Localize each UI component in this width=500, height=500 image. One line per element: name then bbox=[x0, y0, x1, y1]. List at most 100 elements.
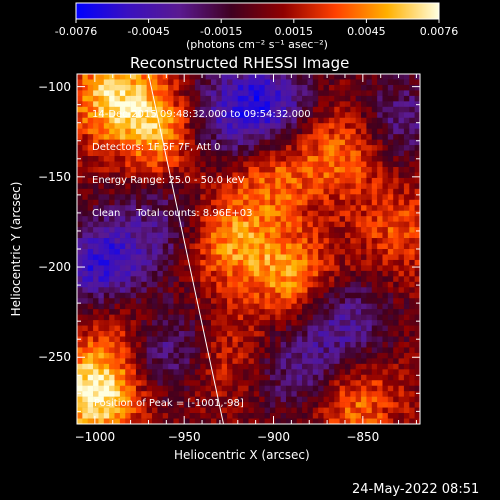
heatmap-cell bbox=[291, 265, 298, 272]
heatmap-cell bbox=[243, 216, 249, 222]
heatmap-cell bbox=[264, 254, 271, 261]
heatmap-cell bbox=[328, 303, 335, 310]
heatmap-cell bbox=[302, 139, 308, 146]
heatmap-cell bbox=[269, 183, 276, 190]
heatmap-cell bbox=[194, 341, 201, 348]
heatmap-cell bbox=[119, 292, 126, 299]
heatmap-cell bbox=[93, 358, 99, 365]
heatmap-cell bbox=[296, 232, 303, 239]
heatmap-cell bbox=[350, 95, 356, 102]
heatmap-cell bbox=[403, 358, 410, 365]
heatmap-cell bbox=[350, 101, 356, 108]
heatmap-cell bbox=[114, 227, 121, 233]
heatmap-cell bbox=[184, 221, 190, 228]
heatmap-cell bbox=[130, 183, 137, 190]
heatmap-cell bbox=[280, 331, 287, 337]
heatmap-cell bbox=[205, 369, 212, 376]
heatmap-cell bbox=[184, 309, 190, 315]
heatmap-cell bbox=[286, 227, 292, 233]
heatmap-cell bbox=[152, 385, 158, 392]
heatmap-cell bbox=[205, 205, 212, 212]
heatmap-cell bbox=[119, 369, 126, 376]
heatmap-cell bbox=[243, 331, 249, 337]
chart-title: Reconstructed RHESSI Image bbox=[130, 54, 350, 72]
heatmap-cell bbox=[109, 123, 115, 129]
heatmap-cell bbox=[109, 407, 115, 414]
heatmap-cell bbox=[189, 172, 196, 179]
heatmap-cell bbox=[259, 79, 265, 86]
heatmap-cell bbox=[339, 292, 346, 299]
heatmap-cell bbox=[318, 199, 324, 206]
heatmap-cell bbox=[248, 303, 255, 310]
heatmap-cell bbox=[371, 199, 378, 206]
heatmap-cell bbox=[221, 150, 228, 157]
heatmap-cell bbox=[216, 396, 222, 403]
heatmap-cell bbox=[344, 112, 351, 119]
heatmap-cell bbox=[269, 199, 276, 206]
heatmap-cell bbox=[168, 402, 174, 408]
heatmap-cell bbox=[152, 232, 158, 239]
heatmap-cell bbox=[130, 303, 137, 310]
heatmap-cell bbox=[168, 369, 174, 376]
heatmap-cell bbox=[125, 402, 131, 408]
heatmap-cell bbox=[232, 90, 239, 97]
heatmap-cell bbox=[194, 161, 201, 168]
heatmap-cell bbox=[103, 249, 110, 255]
heatmap-cell bbox=[109, 238, 115, 244]
heatmap-cell bbox=[248, 90, 255, 97]
heatmap-cell bbox=[312, 134, 319, 140]
heatmap-cell bbox=[259, 199, 265, 206]
heatmap-cell bbox=[355, 292, 362, 299]
heatmap-cell bbox=[323, 320, 330, 326]
heatmap-cell bbox=[205, 183, 212, 190]
heatmap-cell bbox=[194, 358, 201, 365]
heatmap-cell bbox=[119, 276, 126, 283]
heatmap-cell bbox=[146, 331, 153, 337]
heatmap-cell bbox=[194, 369, 201, 376]
heatmap-cell bbox=[98, 177, 105, 184]
heatmap-cell bbox=[387, 341, 394, 348]
heatmap-cell bbox=[248, 385, 255, 392]
heatmap-cell bbox=[318, 177, 324, 184]
heatmap-cell bbox=[210, 232, 217, 239]
heatmap-cell bbox=[393, 276, 399, 283]
heatmap-cell bbox=[286, 385, 292, 392]
heatmap-cell bbox=[168, 117, 174, 124]
heatmap-cell bbox=[135, 325, 142, 332]
heatmap-cell bbox=[366, 352, 373, 359]
heatmap-cell bbox=[328, 177, 335, 184]
heatmap-cell bbox=[157, 150, 164, 157]
heatmap-cell bbox=[344, 194, 351, 201]
heatmap-cell bbox=[227, 380, 233, 387]
heatmap-cell bbox=[328, 123, 335, 129]
heatmap-cell bbox=[200, 166, 206, 173]
heatmap-cell bbox=[135, 380, 142, 387]
heatmap-cell bbox=[334, 341, 340, 348]
heatmap-cell bbox=[312, 139, 319, 146]
heatmap-cell bbox=[103, 134, 110, 140]
heatmap-cell bbox=[93, 249, 99, 255]
heatmap-cell bbox=[227, 303, 233, 310]
heatmap-cell bbox=[409, 314, 415, 321]
heatmap-cell bbox=[403, 341, 410, 348]
heatmap-cell bbox=[82, 341, 89, 348]
heatmap-cell bbox=[87, 341, 94, 348]
heatmap-cell bbox=[125, 210, 131, 217]
heatmap-cell bbox=[135, 139, 142, 146]
heatmap-cell bbox=[194, 177, 201, 184]
heatmap-cell bbox=[109, 259, 115, 266]
heatmap-cell bbox=[403, 336, 410, 343]
heatmap-cell bbox=[334, 396, 340, 403]
heatmap-cell bbox=[280, 298, 287, 304]
heatmap-cell bbox=[130, 74, 137, 80]
heatmap-cell bbox=[382, 139, 389, 146]
heatmap-cell bbox=[328, 391, 335, 397]
heatmap-cell bbox=[361, 265, 367, 272]
heatmap-cell bbox=[387, 123, 394, 129]
heatmap-cell bbox=[307, 205, 314, 212]
heatmap-cell bbox=[403, 347, 410, 354]
heatmap-cell bbox=[280, 194, 287, 201]
heatmap-cell bbox=[237, 74, 244, 80]
heatmap-cell bbox=[119, 166, 126, 173]
heatmap-cell bbox=[344, 254, 351, 261]
